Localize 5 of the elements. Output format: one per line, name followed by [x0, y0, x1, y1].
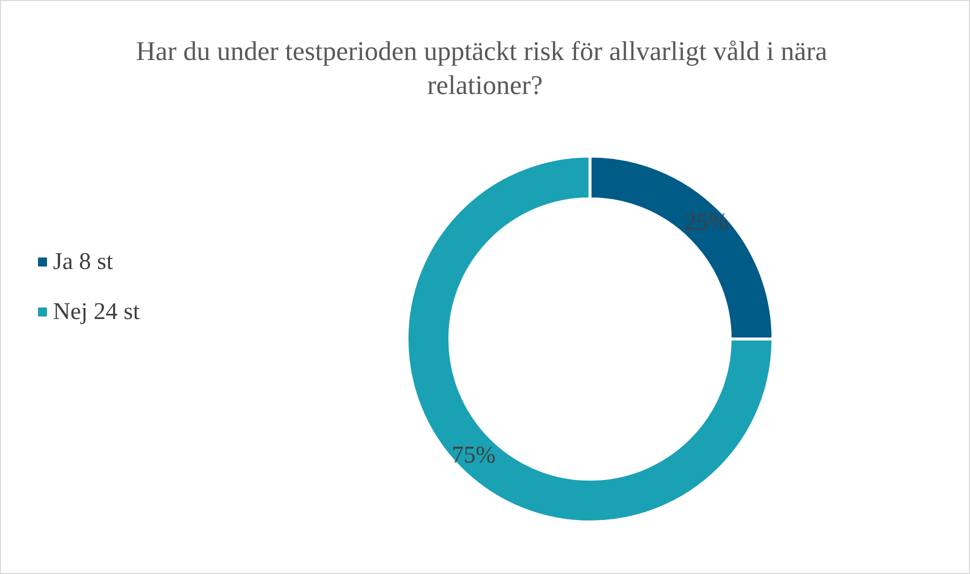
legend-label: Ja 8 st [53, 249, 114, 275]
data-label: 25% [684, 210, 728, 236]
data-label: 75% [452, 442, 496, 468]
legend-label: Nej 24 st [53, 299, 140, 325]
chart-title: Har du under testperioden upptäckt risk för allvarligt våld i nära relationer? [136, 36, 834, 100]
